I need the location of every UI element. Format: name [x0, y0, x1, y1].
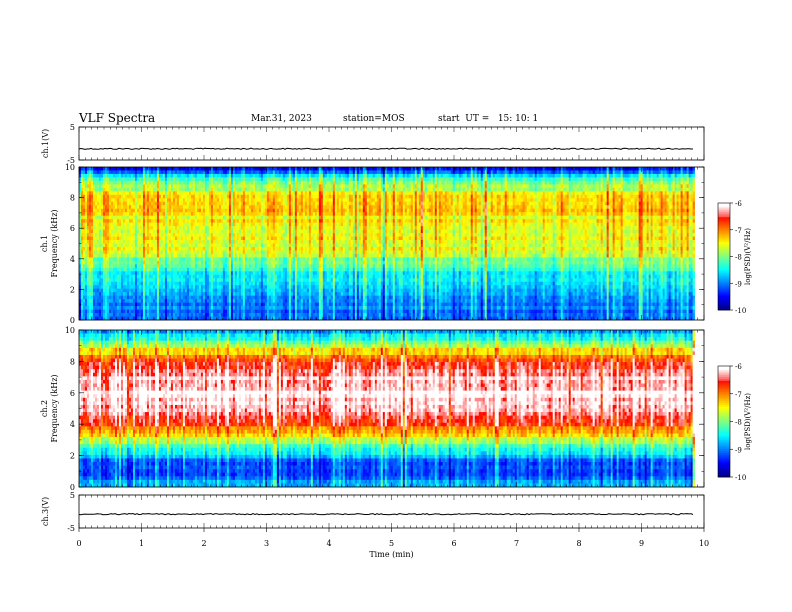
panel-2: -6 -7 -8 -9 -10 log(PSD)(V²/Hz) 0 2 4 6 8 10 ch.1 Fre…	[40, 163, 752, 325]
y-axis-label: ch.3(V)	[41, 497, 50, 526]
y-tick-label: 10	[65, 326, 75, 335]
y-tick-label: 0	[70, 483, 75, 492]
y-tick-label: 0	[70, 316, 75, 325]
date-label: Mar.31, 2023	[251, 114, 312, 124]
y-axis-label: ch.1(V)	[41, 129, 50, 158]
x-tick-label: 8	[576, 539, 581, 548]
y-tick-label: 4	[70, 255, 75, 264]
start-time-label: start UT = 15: 10: 1	[438, 114, 538, 124]
waveform-line	[78, 147, 693, 150]
x-tick-label: 5	[389, 539, 394, 548]
x-tick-label: 1	[139, 539, 144, 548]
x-tick-label: 4	[326, 539, 331, 548]
x-axis-label: Time (min)	[369, 550, 413, 559]
chart-title: VLF Spectra	[79, 111, 155, 125]
waveform-series	[78, 147, 693, 150]
y-tick-label: 5	[70, 491, 75, 500]
spectrogram-ch1	[79, 167, 695, 321]
colorbar-label: log(PSD)(V²/Hz)	[744, 228, 752, 285]
waveform-series	[78, 512, 694, 516]
y-tick-label: 6	[70, 224, 75, 233]
y-tick-label: -5	[67, 524, 75, 533]
colorbar-label: log(PSD)(V²/Hz)	[744, 393, 752, 450]
y-axis-label: Frequency (kHz)	[50, 374, 59, 442]
x-tick-label: 10	[699, 539, 709, 548]
panel-3: -6 -7 -8 -9 -10 log(PSD)(V²/Hz) 0 2 4 6 8 10 ch.2 Fre…	[40, 326, 752, 492]
y-tick-label: 2	[70, 452, 75, 461]
y-tick-label: 8	[70, 357, 75, 366]
colorbar-tick-label: -7	[735, 227, 742, 235]
y-tick-label: 10	[65, 163, 75, 172]
y-tick-label: 5	[70, 123, 75, 132]
colorbar-tick-label: -7	[735, 391, 742, 399]
y-tick-label: -5	[67, 156, 75, 165]
colorbar-ch2: -6 -7 -8 -9 -10 log(PSD)(V²/Hz)	[717, 363, 752, 482]
colorbar-tick-label: -9	[735, 446, 742, 454]
y-axis-label: ch.1	[40, 235, 49, 252]
x-tick-label: 2	[201, 539, 206, 548]
x-tick-label: 9	[639, 539, 644, 548]
x-tick-label: 7	[514, 539, 519, 548]
colorbar-tick-label: -10	[735, 474, 746, 482]
x-tick-label: 3	[264, 539, 269, 548]
y-tick-label: 2	[70, 285, 75, 294]
y-axis-label: ch.2	[40, 400, 49, 417]
colorbar-ch1: -6 -7 -8 -9 -10 log(PSD)(V²/Hz)	[717, 200, 752, 315]
spectrogram-ch2	[79, 330, 695, 488]
colorbar-tick-label: -6	[735, 200, 742, 208]
y-tick-label: 4	[70, 420, 75, 429]
colorbar-tick-label: -8	[735, 254, 742, 262]
colorbar-tick-label: -9	[735, 280, 742, 288]
y-axis-label: Frequency (kHz)	[50, 209, 59, 277]
x-tick-label: 6	[451, 539, 456, 548]
panel-4: 5 -5 ch.3(V) 0 1 2 3 4 5 6 7 8 9 10 Time (min)	[41, 491, 709, 559]
colorbar-tick-label: -10	[735, 307, 746, 315]
colorbar-tick-label: -6	[735, 363, 742, 371]
y-tick-label: 8	[70, 194, 75, 203]
colorbar-tick-label: -8	[735, 419, 742, 427]
station-label: station=MOS	[343, 114, 405, 124]
y-tick-label: 6	[70, 389, 75, 398]
panel-1: 5 -5 ch.1(V)	[41, 123, 705, 165]
waveform-line	[78, 512, 694, 516]
x-tick-label: 0	[76, 539, 81, 548]
